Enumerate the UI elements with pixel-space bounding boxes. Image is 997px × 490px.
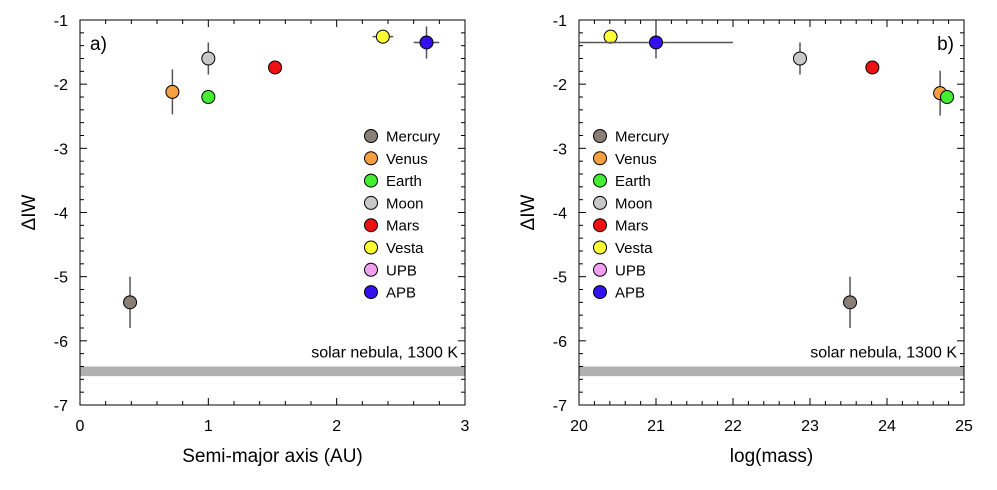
x-tick-label: 25	[955, 418, 973, 435]
legend-marker	[364, 285, 378, 300]
solar-nebula-band	[80, 366, 465, 377]
legend-marker	[593, 218, 607, 233]
legend-marker	[364, 262, 378, 277]
legend-marker	[364, 151, 378, 166]
x-tick-label: 21	[647, 418, 665, 435]
legend-label: Mars	[615, 218, 648, 235]
x-tick-label: 3	[461, 418, 470, 435]
legend-marker	[364, 240, 378, 255]
y-tick-label: -2	[553, 77, 567, 94]
y-axis-title: ΔIW	[518, 194, 539, 230]
x-tick-label: 0	[76, 418, 85, 435]
legend-marker	[364, 195, 378, 210]
legend-marker	[364, 218, 378, 233]
legend-label: Earth	[615, 173, 651, 190]
data-point-vesta	[603, 29, 618, 44]
data-point-mars	[865, 60, 880, 75]
x-tick-label: 1	[204, 418, 213, 435]
y-tick-label: -2	[54, 77, 68, 94]
legend: Mercury Venus Earth Moon Mars Vesta UPB APB	[593, 129, 670, 302]
x-axis-title: log(mass)	[730, 446, 813, 467]
legend-label: UPB	[386, 262, 417, 279]
legend-label: APB	[615, 285, 645, 302]
y-tick-label: -5	[553, 270, 567, 287]
solar-nebula-label: solar nebula, 1300 K	[810, 345, 957, 362]
y-tick-label: -6	[54, 334, 68, 351]
legend-label: Mars	[386, 218, 419, 235]
panel-label: b)	[937, 34, 954, 55]
legend-label: Moon	[615, 195, 653, 212]
legend-marker	[593, 262, 607, 277]
x-tick-label: 24	[878, 418, 896, 435]
data-point-earth	[940, 90, 955, 104]
x-tick-label: 22	[724, 418, 742, 435]
y-tick-label: -3	[553, 141, 567, 158]
legend: Mercury Venus Earth Moon Mars Vesta UPB APB	[364, 129, 441, 302]
panel-label: a)	[90, 34, 107, 55]
legend-marker	[593, 129, 607, 143]
legend-label: Venus	[615, 151, 657, 168]
legend-marker	[593, 285, 607, 300]
y-tick-label: -1	[553, 13, 567, 30]
y-tick-label: -7	[54, 398, 68, 415]
legend-label: UPB	[615, 262, 646, 279]
legend-label: Venus	[386, 151, 428, 168]
legend-marker	[593, 173, 607, 188]
legend-marker	[593, 151, 607, 166]
panel-b: solar nebula, 1300 K 20 21 22 23 24 25 -1 -2 -3 -4…	[518, 13, 973, 467]
panel-a: solar nebula, 1300 K 0 1 2 3 -1 -2 -3 -4 -5 -6 -7 Se…	[19, 13, 470, 467]
y-tick-label: -6	[553, 334, 567, 351]
x-tick-label: 2	[332, 418, 341, 435]
legend-marker	[593, 240, 607, 255]
y-tick-label: -5	[54, 270, 68, 287]
solar-nebula-band	[579, 366, 964, 377]
legend-label: Moon	[386, 195, 424, 212]
y-tick-label: -3	[54, 141, 68, 158]
legend-label: Mercury	[615, 129, 670, 146]
data-point-moon	[792, 51, 807, 66]
data-point-vesta	[375, 29, 390, 44]
data-point-mercury	[123, 295, 138, 310]
y-tick-label: -1	[54, 13, 68, 30]
x-tick-label: 23	[801, 418, 819, 435]
solar-nebula-label: solar nebula, 1300 K	[311, 345, 458, 362]
legend-label: APB	[386, 285, 416, 302]
data-point-mercury	[843, 295, 858, 310]
legend-label: Vesta	[615, 240, 653, 257]
y-tick-label: -4	[553, 206, 567, 223]
data-point-mars	[268, 60, 283, 75]
x-axis-title: Semi-major axis (AU)	[182, 446, 363, 467]
y-tick-label: -4	[54, 206, 68, 223]
legend-label: Earth	[386, 173, 422, 190]
legend-label: Vesta	[386, 240, 424, 257]
data-point-moon	[201, 51, 216, 66]
x-tick-label: 20	[570, 418, 588, 435]
data-point-apb	[419, 35, 434, 50]
data-point-apb	[649, 35, 663, 50]
data-point-earth	[201, 90, 216, 104]
legend-marker	[364, 173, 378, 188]
data-point-venus	[165, 84, 180, 99]
legend-marker	[364, 129, 378, 143]
legend-marker	[593, 195, 607, 210]
y-tick-label: -7	[553, 398, 567, 415]
y-axis-title: ΔIW	[19, 194, 40, 230]
legend-label: Mercury	[386, 129, 441, 146]
